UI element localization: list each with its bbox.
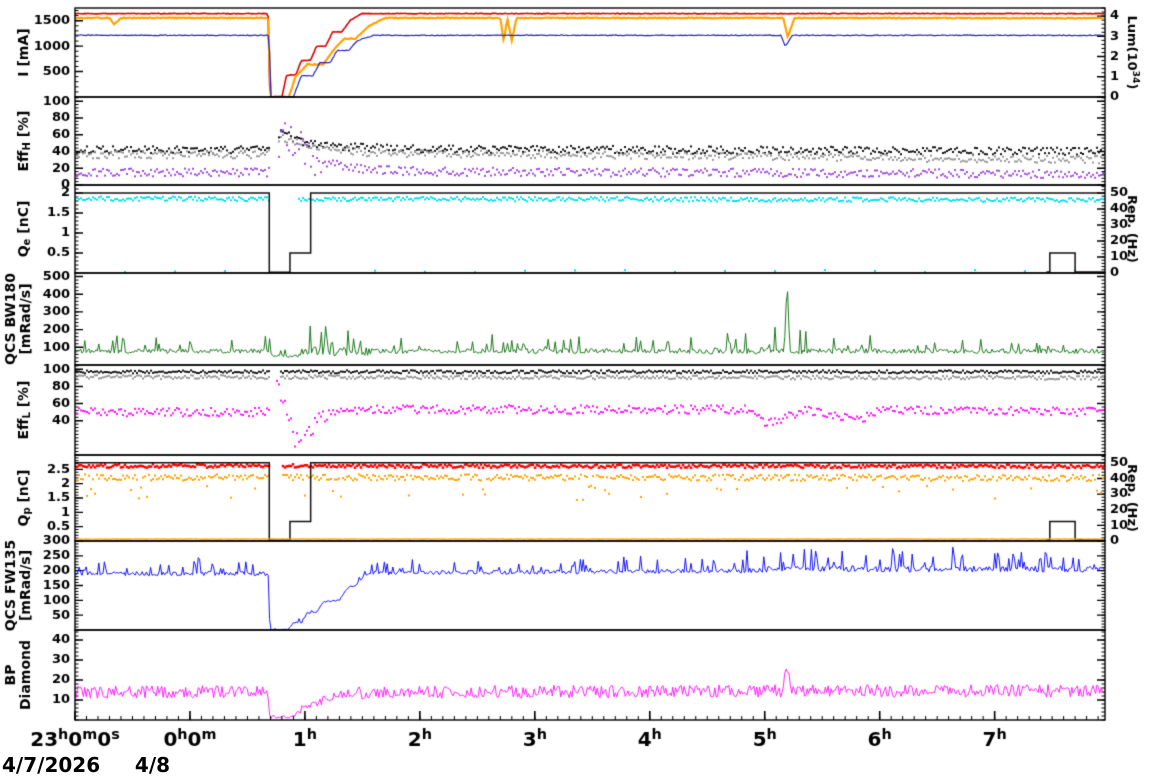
date-label: 4/7/2026 4/8 xyxy=(2,753,171,777)
